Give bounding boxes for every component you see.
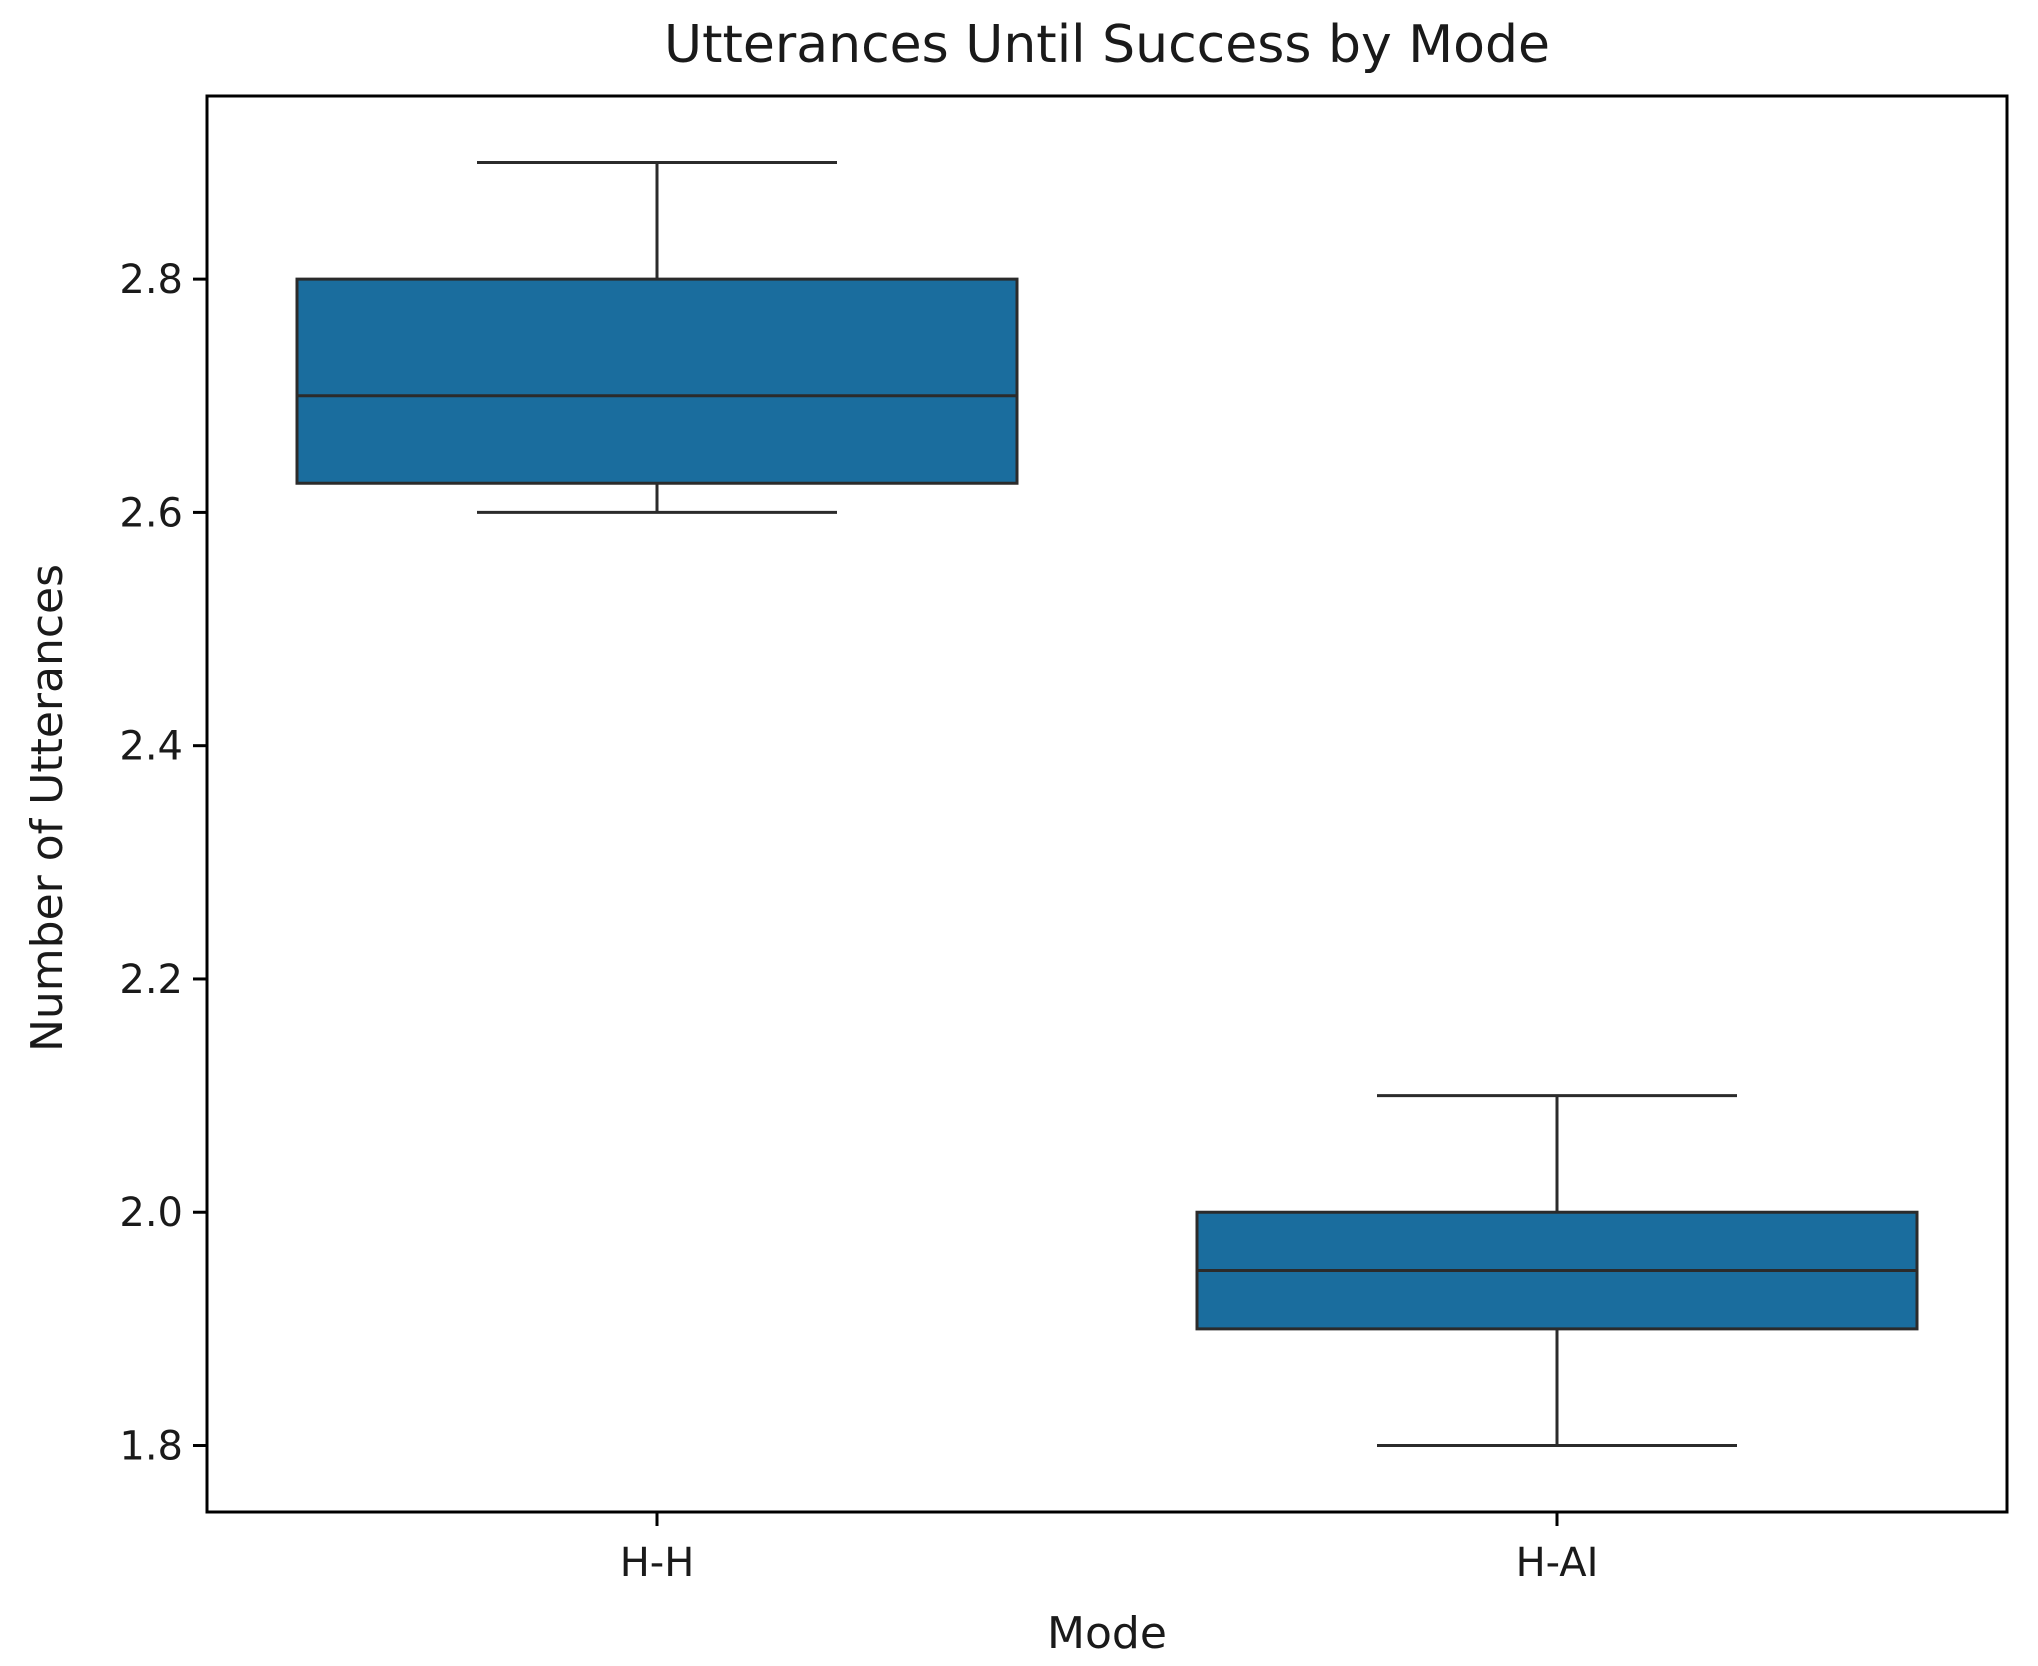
x-axis-label: Mode	[1047, 1608, 1167, 1659]
x-tick-label: H-AI	[1516, 1540, 1599, 1586]
y-tick-label: 2.0	[119, 1190, 183, 1236]
y-axis-label: Number of Utterances	[22, 564, 73, 1052]
x-axis-ticks: H-H H-AI	[620, 1512, 1599, 1586]
iqr-box	[295, 277, 1019, 485]
y-axis-ticks: 1.8 2.0 2.2 2.4 2.6 2.8	[119, 257, 207, 1470]
y-tick-label: 2.4	[119, 724, 183, 770]
box-h-ai	[1195, 1094, 1919, 1448]
box-plot-series	[295, 160, 1919, 1448]
y-tick-label: 2.2	[119, 957, 183, 1003]
box-h-h	[295, 160, 1019, 514]
plot-frame	[205, 94, 2009, 1514]
y-tick-label: 1.8	[119, 1424, 183, 1470]
y-tick-label: 2.6	[119, 490, 183, 536]
chart-title: Utterances Until Success by Mode	[664, 15, 1550, 75]
x-tick-label: H-H	[620, 1540, 695, 1586]
y-tick-label: 2.8	[119, 257, 183, 303]
